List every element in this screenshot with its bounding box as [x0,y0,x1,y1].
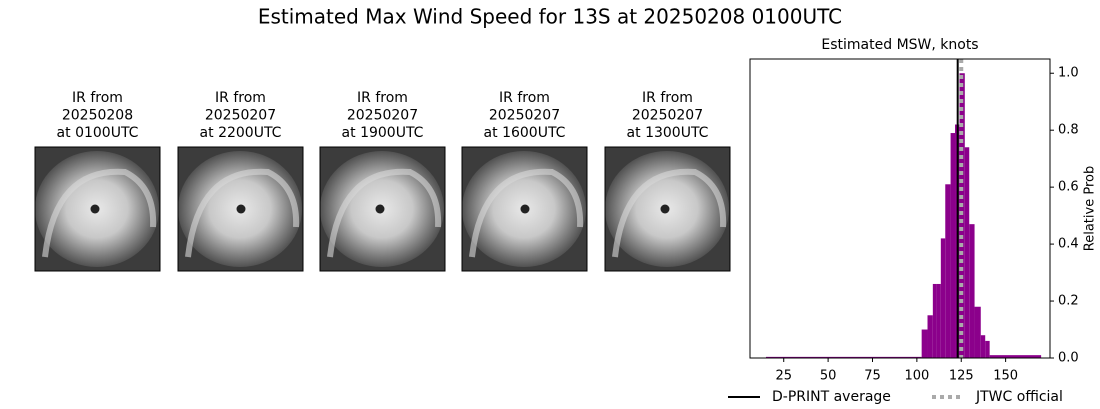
bar [985,340,990,358]
panel-label: 20250207 [489,108,560,124]
x-tick-label: 25 [775,369,792,384]
eye [520,204,530,214]
y-tick-label: 0.4 [1058,237,1079,252]
bar [921,329,928,358]
bar [989,355,1042,358]
bar [927,315,933,358]
image-frame [34,146,161,272]
panel-label: at 1900UTC [342,125,424,141]
legend-label: JTWC official [975,389,1063,405]
panel-label: 20250207 [632,108,703,124]
x-tick-label: 50 [820,369,837,384]
bar [964,147,970,358]
image-frame [604,146,731,272]
x-tick-label: 150 [993,369,1018,384]
panel-label: IR from [72,90,123,106]
panel-label: at 1600UTC [484,125,566,141]
bar [936,283,941,358]
x-tick-label: 125 [949,369,974,384]
satellite-image [461,146,588,272]
image-frame [461,146,588,272]
spiral-band [42,168,157,258]
image-frame [319,146,446,272]
bar [940,238,946,358]
bar [945,184,951,358]
eye [660,204,670,214]
eye [90,204,100,214]
panel-label: IR from [642,90,693,106]
x-tick-label: 75 [864,369,881,384]
panel-label: IR from [215,90,266,106]
y-tick-label: 1.0 [1058,66,1079,81]
panel-label: 20250207 [347,108,418,124]
y-tick-label: 0.0 [1058,351,1079,366]
bar [959,73,965,358]
eye [236,204,246,214]
panel-label: 20250208 [62,108,133,124]
spiral-band [612,168,727,258]
eye [375,204,385,214]
bar [974,306,981,358]
image-frame [177,146,304,272]
bar [765,356,922,358]
bar [932,283,937,358]
panel-label: at 2200UTC [200,125,282,141]
panel-label: 20250207 [205,108,276,124]
legend-label: D-PRINT average [772,389,891,405]
bar [950,133,956,358]
bar [980,335,986,358]
bar [969,224,975,358]
y-tick-label: 0.6 [1058,180,1079,195]
y-tick-label: 0.2 [1058,294,1079,309]
panel-label: IR from [499,90,550,106]
figure-title: Estimated Max Wind Speed for 13S at 2025… [258,5,842,29]
y-axis-label: Relative Prob [1083,166,1098,251]
satellite-image [319,146,446,272]
panel-label: IR from [357,90,408,106]
satellite-image [177,146,304,272]
chart-title: Estimated MSW, knots [821,37,978,53]
satellite-image [34,146,161,272]
spiral-band [185,168,300,258]
spiral-band [327,168,442,258]
satellite-image [604,146,731,272]
plot-frame [749,58,1051,359]
y-tick-label: 0.8 [1058,123,1079,138]
x-tick-label: 100 [904,369,929,384]
spiral-band [469,168,584,258]
panel-label: at 0100UTC [57,125,139,141]
panel-label: at 1300UTC [627,125,709,141]
